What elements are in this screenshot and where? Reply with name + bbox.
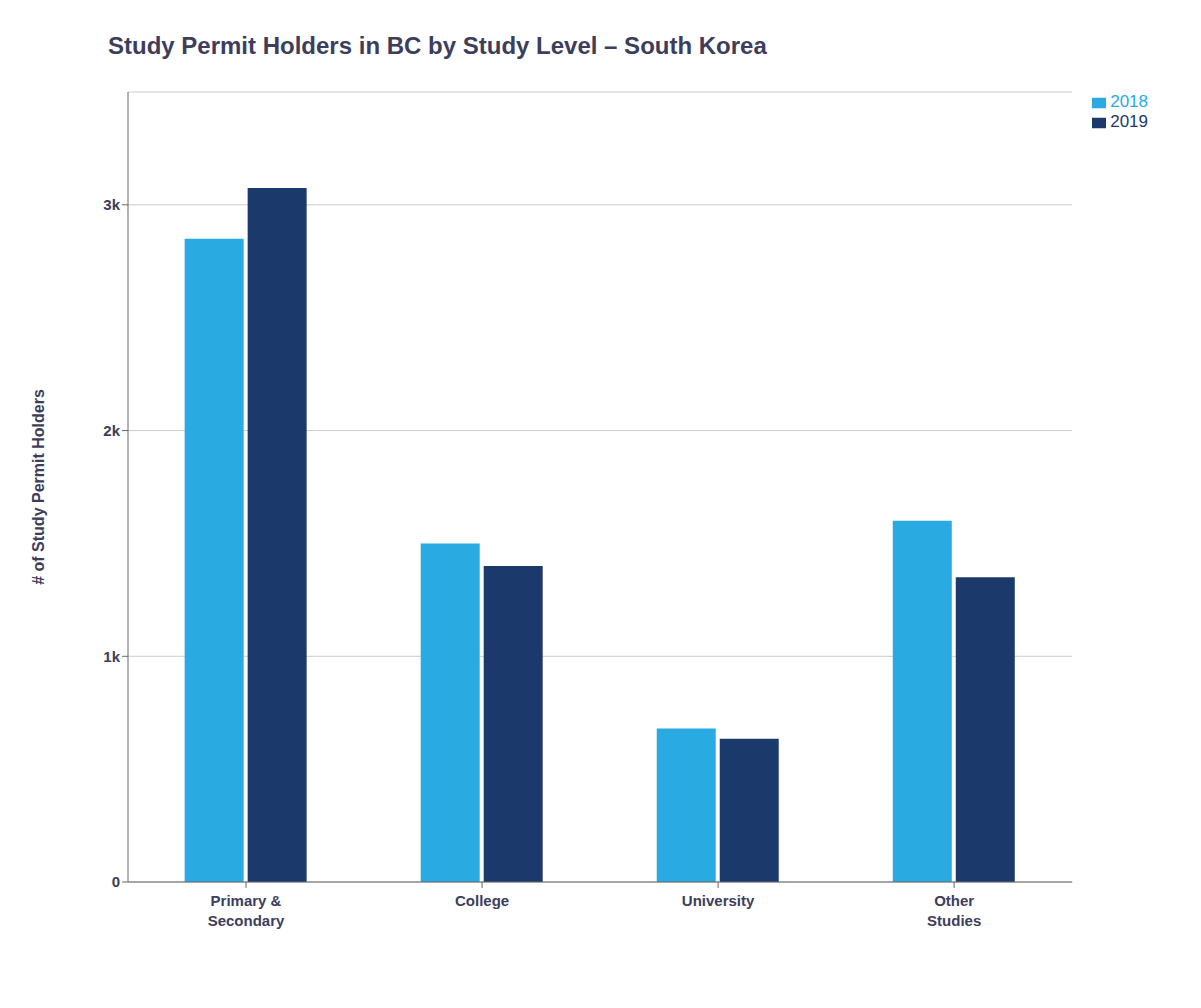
svg-text:0: 0	[112, 873, 120, 890]
html-text:Study Permit Holders in BC by: Study Permit Holders in BC by Study Leve…	[108, 32, 767, 59]
svg-text:University: University	[682, 892, 755, 909]
html-text:2019: 2019	[1110, 112, 1148, 131]
html-text:2018: 2018	[1110, 92, 1148, 111]
svg-text:Primary &Secondary: Primary &Secondary	[208, 892, 285, 929]
svg-text:1k: 1k	[103, 648, 120, 665]
svg-text:# of Study Permit Holders: # of Study Permit Holders	[30, 389, 47, 585]
svg-text:College: College	[455, 892, 509, 909]
svg-text:2k: 2k	[103, 422, 120, 439]
svg-text:3k: 3k	[103, 196, 120, 213]
svg-text:OtherStudies: OtherStudies	[927, 892, 981, 929]
